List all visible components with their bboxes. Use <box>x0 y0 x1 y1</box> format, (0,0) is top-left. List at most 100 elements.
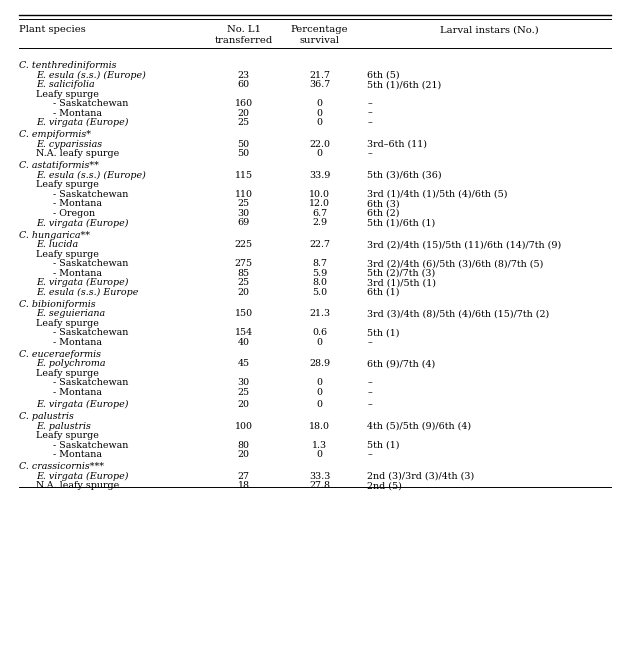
Text: 150: 150 <box>234 309 253 318</box>
Text: E. seguieriana: E. seguieriana <box>36 309 105 318</box>
Text: 85: 85 <box>238 268 250 278</box>
Text: E. salicifolia: E. salicifolia <box>36 80 94 89</box>
Text: 2.9: 2.9 <box>312 219 327 227</box>
Text: 25: 25 <box>238 118 250 127</box>
Text: 20: 20 <box>238 109 250 117</box>
Text: E. polychroma: E. polychroma <box>36 360 106 368</box>
Text: –: – <box>367 388 372 397</box>
Text: –: – <box>367 400 372 409</box>
Text: 30: 30 <box>238 209 250 218</box>
Text: 5th (1)/6th (1): 5th (1)/6th (1) <box>367 219 436 227</box>
Text: 21.7: 21.7 <box>309 70 330 80</box>
Text: 25: 25 <box>238 278 250 287</box>
Text: 8.7: 8.7 <box>312 259 327 268</box>
Text: 28.9: 28.9 <box>309 360 330 368</box>
Text: C. bibioniformis: C. bibioniformis <box>19 300 95 309</box>
Text: - Oregon: - Oregon <box>53 209 95 218</box>
Text: E. virgata (Europe): E. virgata (Europe) <box>36 472 128 481</box>
Text: –: – <box>367 378 372 387</box>
Text: 22.7: 22.7 <box>309 240 330 249</box>
Text: Plant species: Plant species <box>19 25 85 34</box>
Text: 18: 18 <box>238 481 250 491</box>
Text: 6th (3): 6th (3) <box>367 199 400 209</box>
Text: - Saskatchewan: - Saskatchewan <box>53 441 128 450</box>
Text: 154: 154 <box>234 328 253 338</box>
Text: 6th (2): 6th (2) <box>367 209 400 218</box>
Text: 20: 20 <box>238 288 250 297</box>
Text: C. hungarica**: C. hungarica** <box>19 231 89 240</box>
Text: 21.3: 21.3 <box>309 309 330 318</box>
Text: 0: 0 <box>317 388 323 397</box>
Text: 10.0: 10.0 <box>309 190 330 199</box>
Text: 12.0: 12.0 <box>309 199 330 209</box>
Text: 6th (5): 6th (5) <box>367 70 400 80</box>
Text: - Montana: - Montana <box>53 268 102 278</box>
Text: E. virgata (Europe): E. virgata (Europe) <box>36 118 128 127</box>
Text: 5th (3)/6th (36): 5th (3)/6th (36) <box>367 171 442 180</box>
Text: E. virgata (Europe): E. virgata (Europe) <box>36 400 128 409</box>
Text: C. astatiformis**: C. astatiformis** <box>19 162 98 170</box>
Text: 30: 30 <box>238 378 250 387</box>
Text: 20: 20 <box>238 450 250 459</box>
Text: –: – <box>367 99 372 108</box>
Text: N.A. leafy spurge: N.A. leafy spurge <box>36 481 119 491</box>
Text: 3rd–6th (11): 3rd–6th (11) <box>367 140 427 149</box>
Text: 69: 69 <box>238 219 250 227</box>
Text: 0: 0 <box>317 99 323 108</box>
Text: Leafy spurge: Leafy spurge <box>36 369 99 378</box>
Text: 60: 60 <box>238 80 250 89</box>
Text: - Saskatchewan: - Saskatchewan <box>53 328 128 338</box>
Text: 6th (9)/7th (4): 6th (9)/7th (4) <box>367 360 436 368</box>
Text: Larval instars (No.): Larval instars (No.) <box>439 25 539 34</box>
Text: 27: 27 <box>238 472 250 481</box>
Text: 27.8: 27.8 <box>309 481 330 491</box>
Text: - Montana: - Montana <box>53 338 102 347</box>
Text: 115: 115 <box>234 171 253 180</box>
Text: C. euceraeformis: C. euceraeformis <box>19 350 101 359</box>
Text: - Montana: - Montana <box>53 388 102 397</box>
Text: 6.7: 6.7 <box>312 209 327 218</box>
Text: 0: 0 <box>317 150 323 158</box>
Text: - Montana: - Montana <box>53 109 102 117</box>
Text: 110: 110 <box>234 190 253 199</box>
Text: Leafy spurge: Leafy spurge <box>36 319 99 327</box>
Text: 3rd (1)/4th (1)/5th (4)/6th (5): 3rd (1)/4th (1)/5th (4)/6th (5) <box>367 190 508 199</box>
Text: - Saskatchewan: - Saskatchewan <box>53 378 128 387</box>
Text: 160: 160 <box>234 99 253 108</box>
Text: E. cyparissias: E. cyparissias <box>36 140 102 149</box>
Text: 6th (1): 6th (1) <box>367 288 400 297</box>
Text: Leafy spurge: Leafy spurge <box>36 250 99 258</box>
Text: 5.9: 5.9 <box>312 268 327 278</box>
Text: 40: 40 <box>238 338 250 347</box>
Text: No. L1
transferred: No. L1 transferred <box>215 25 273 45</box>
Text: 2nd (5): 2nd (5) <box>367 481 402 491</box>
Text: - Montana: - Montana <box>53 450 102 459</box>
Text: –: – <box>367 118 372 127</box>
Text: Leafy spurge: Leafy spurge <box>36 431 99 440</box>
Text: 5.0: 5.0 <box>312 288 327 297</box>
Text: E. esula (s.s.) (Europe): E. esula (s.s.) (Europe) <box>36 70 146 80</box>
Text: Percentage
survival: Percentage survival <box>291 25 349 45</box>
Text: 0: 0 <box>317 400 323 409</box>
Text: E. lucida: E. lucida <box>36 240 78 249</box>
Text: C. tenthrediniformis: C. tenthrediniformis <box>19 61 116 70</box>
Text: 22.0: 22.0 <box>309 140 330 149</box>
Text: 8.0: 8.0 <box>312 278 327 287</box>
Text: 36.7: 36.7 <box>309 80 330 89</box>
Text: 225: 225 <box>234 240 253 249</box>
Text: - Saskatchewan: - Saskatchewan <box>53 190 128 199</box>
Text: 23: 23 <box>238 70 250 80</box>
Text: –: – <box>367 450 372 459</box>
Text: 25: 25 <box>238 199 250 209</box>
Text: 275: 275 <box>234 259 253 268</box>
Text: 33.9: 33.9 <box>309 171 330 180</box>
Text: 0: 0 <box>317 450 323 459</box>
Text: 45: 45 <box>238 360 250 368</box>
Text: Leafy spurge: Leafy spurge <box>36 90 99 99</box>
Text: 18.0: 18.0 <box>309 422 330 431</box>
Text: Leafy spurge: Leafy spurge <box>36 180 99 189</box>
Text: 2nd (3)/3rd (3)/4th (3): 2nd (3)/3rd (3)/4th (3) <box>367 472 474 481</box>
Text: 50: 50 <box>238 150 250 158</box>
Text: 3rd (2)/4th (6)/5th (3)/6th (8)/7th (5): 3rd (2)/4th (6)/5th (3)/6th (8)/7th (5) <box>367 259 544 268</box>
Text: C. empiformis*: C. empiformis* <box>19 130 91 140</box>
